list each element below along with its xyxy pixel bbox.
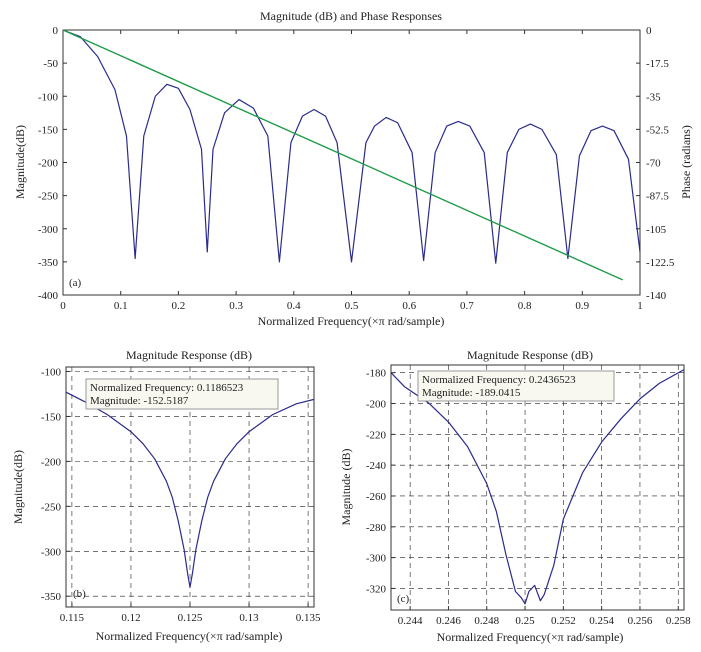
y-tick-label: -280 <box>366 522 387 534</box>
x-tick-label: 0.2 <box>172 300 186 312</box>
panel-c-magnitude-zoom: Magnitude Response (dB) 0.244 0.246 0.248 0… <box>339 348 691 644</box>
panel-c-tag: (c) <box>397 593 410 605</box>
y-tick-label: -220 <box>366 429 387 441</box>
panel-b-series <box>65 391 315 588</box>
panel-b-x-ticks: 0.115 0.12 0.125 0.13 0.135 <box>60 603 321 624</box>
right-y-tick-label: -35 <box>646 91 661 103</box>
y-tick-label: -180 <box>366 368 387 380</box>
y-tick-label: -250 <box>38 191 59 203</box>
panel-a-y-axis-label: Magnitude(dB) <box>13 125 27 199</box>
x-tick-label: 0.25 <box>515 615 535 627</box>
y-tick-label: -400 <box>38 290 59 302</box>
x-tick-label: 0.258 <box>666 615 691 627</box>
panel-a-plot-area <box>62 29 641 296</box>
panel-a-right-y-axis-label: Phase (radians) <box>679 125 693 199</box>
y-tick-label: -250 <box>41 501 62 513</box>
panel-a-magnitude-phase: Magnitude (dB) and Phase Responses 0 0.1 0… <box>13 9 693 328</box>
magnitude-series-line <box>65 391 315 588</box>
y-tick-label: -150 <box>38 124 59 136</box>
x-tick-label: 0.254 <box>589 615 614 627</box>
y-tick-label: -150 <box>41 411 62 423</box>
panel-b-datatip-magnitude: Magnitude: -152.5187 <box>90 395 189 407</box>
x-tick-label: 0.4 <box>287 300 301 312</box>
panel-c-x-axis-label: Normalized Frequency(×π rad/sample) <box>437 630 624 644</box>
panel-b-x-axis-label: Normalized Frequency(×π rad/sample) <box>96 629 283 643</box>
x-tick-label: 0.13 <box>239 612 259 624</box>
right-y-tick-label: -52.5 <box>646 124 669 136</box>
y-tick-label: 0 <box>53 25 59 37</box>
x-tick-label: 0.1 <box>114 300 128 312</box>
x-tick-label: 0.244 <box>398 615 423 627</box>
y-tick-label: -100 <box>41 366 62 378</box>
right-y-tick-label: -140 <box>646 290 667 302</box>
phase-series-line <box>62 29 623 281</box>
right-y-tick-label: -122.5 <box>646 257 675 269</box>
panel-b-y-ticks: -100 -150 -200 -250 -300 -350 <box>41 366 70 603</box>
panel-c-y-axis-label: Magnitude (dB) <box>339 449 353 526</box>
y-tick-label: -100 <box>38 91 59 103</box>
y-tick-label: -350 <box>41 591 62 603</box>
y-tick-label: -350 <box>38 257 59 269</box>
panel-c-datatip-box <box>417 370 615 402</box>
panel-b-datatip-frequency: Normalized Frequency: 0.1186523 <box>90 382 244 394</box>
panel-a-y-ticks: 0 -50 -100 -150 -200 -250 -300 -350 -400 <box>38 25 67 302</box>
x-tick-label: 0.8 <box>518 300 532 312</box>
panel-c-grid <box>391 365 684 610</box>
panel-b-title: Magnitude Response (dB) <box>126 348 252 362</box>
right-y-tick-label: -105 <box>646 224 667 236</box>
right-y-tick-label: -70 <box>646 158 661 170</box>
panel-b-datatip-box <box>85 378 279 410</box>
x-tick-label: 0.246 <box>436 615 461 627</box>
y-tick-label: -260 <box>366 491 387 503</box>
x-tick-label: 0.12 <box>121 612 140 624</box>
x-tick-label: 0 <box>60 300 66 312</box>
panel-b-y-axis-label: Magnitude(dB) <box>11 450 25 524</box>
panel-b-datatip[interactable]: Normalized Frequency: 0.1186523 Magnitud… <box>85 378 279 410</box>
right-y-tick-label: -87.5 <box>646 191 669 203</box>
panel-b-magnitude-zoom: Magnitude Response (dB) 0.115 0.12 0.125 0.… <box>11 348 321 643</box>
x-tick-label: 0.135 <box>296 612 321 624</box>
panel-a-tag: (a) <box>69 277 82 289</box>
panel-a-x-axis-label: Normalized Frequency(×π rad/sample) <box>258 314 445 328</box>
panel-c-datatip[interactable]: Normalized Frequency: 0.2436523 Magnitud… <box>417 370 615 402</box>
panel-c-title: Magnitude Response (dB) <box>467 348 593 362</box>
panel-a-series <box>62 29 641 281</box>
x-tick-label: 0.115 <box>60 612 85 624</box>
panel-c-series <box>390 369 685 605</box>
y-tick-label: -50 <box>43 58 58 70</box>
y-tick-label: -200 <box>38 158 59 170</box>
y-tick-label: -200 <box>366 399 387 411</box>
magnitude-series-line <box>62 29 641 264</box>
x-tick-label: 0.248 <box>474 615 499 627</box>
panel-b-tag: (b) <box>73 588 86 600</box>
right-y-tick-label: 0 <box>646 25 652 37</box>
magnitude-series-line <box>390 369 685 605</box>
right-y-tick-label: -17.5 <box>646 58 669 70</box>
x-tick-label: 0.125 <box>178 612 203 624</box>
x-tick-label: 0.256 <box>628 615 653 627</box>
panel-a-title: Magnitude (dB) and Phase Responses <box>260 9 442 23</box>
panel-c-y-ticks: -180 -200 -220 -240 -260 -280 -300 -320 <box>366 368 395 595</box>
y-tick-label: -300 <box>38 224 59 236</box>
panel-a-x-ticks: 0 0.1 0.2 0.3 0.4 0.5 0.6 0.7 0.8 0.9 1 <box>60 30 643 312</box>
y-tick-label: -240 <box>366 460 387 472</box>
x-tick-label: 1 <box>637 300 643 312</box>
panel-a-right-y-ticks: 0 -17.5 -35 -52.5 -70 -87.5 -105 -122.5 -140 <box>636 25 675 302</box>
panel-c-plot-area <box>390 364 685 611</box>
x-tick-label: 0.5 <box>345 300 359 312</box>
panel-c-x-ticks: 0.244 0.246 0.248 0.25 0.252 0.254 0.256 0.258 <box>398 606 691 627</box>
x-tick-label: 0.9 <box>575 300 589 312</box>
x-tick-label: 0.7 <box>460 300 474 312</box>
x-tick-label: 0.3 <box>229 300 243 312</box>
y-tick-label: -300 <box>41 546 62 558</box>
panel-c-datatip-frequency: Normalized Frequency: 0.2436523 <box>422 374 576 386</box>
x-tick-label: 0.252 <box>551 615 576 627</box>
y-tick-label: -320 <box>366 583 387 595</box>
y-tick-label: -200 <box>41 456 62 468</box>
x-tick-label: 0.6 <box>402 300 416 312</box>
panel-c-datatip-magnitude: Magnitude: -189.0415 <box>422 387 521 399</box>
y-tick-label: -300 <box>366 553 387 565</box>
